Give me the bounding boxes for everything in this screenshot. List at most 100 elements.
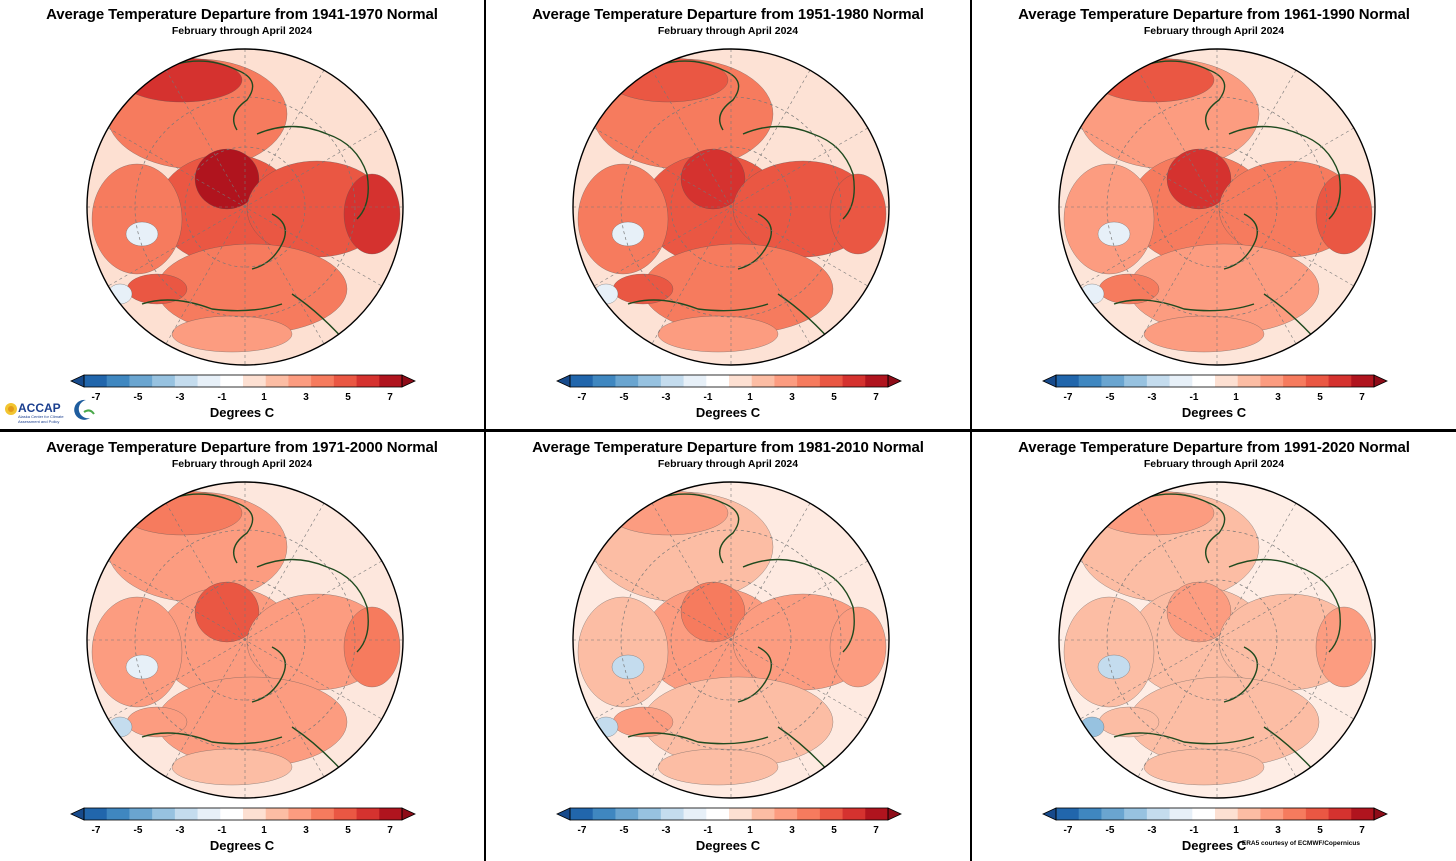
colorbar-tick: -3 [1147,825,1157,836]
coastline [141,732,283,745]
colorbar-tick: 5 [345,392,351,403]
colorbar-tick: -3 [1147,392,1157,403]
panel-subtitle: February through April 2024 [171,458,313,470]
colorbar-tick: 3 [789,825,795,836]
colorbar-segment [333,808,357,820]
meridian-line [594,127,868,287]
colorbar-segment [592,375,616,387]
colorbar-min-arrow [70,807,85,821]
colorbar-segment [152,808,176,820]
colorbar-tick: 3 [303,825,309,836]
cool-anomaly-contour [611,654,645,680]
polar-temperature-map [1058,481,1376,799]
colorbar-ticks: -7 -5 -3 -1 1 3 5 7 [70,825,416,838]
cool-anomaly-contour [1079,716,1105,738]
colorbar-segment [592,808,616,820]
colorbar-tick: -7 [577,392,587,403]
map-panel-1941-1970: Average Temperature Departure from 1941-… [0,0,484,428]
logo-name: ACCAP [18,401,61,415]
colorbar-segment [1169,375,1193,387]
colorbar-tick: 7 [1359,825,1365,836]
panel-subtitle: February through April 2024 [657,25,799,37]
colorbar-tick: 1 [747,392,753,403]
cool-anomaly-contour [1097,654,1131,680]
anomaly-contour [343,606,401,688]
anomaly-contour [577,163,669,275]
map-border [572,481,890,799]
colorbar-segment [356,808,380,820]
colorbar-min-arrow [1042,807,1057,821]
colorbar-segment [1124,375,1148,387]
colorbar-tick: -3 [175,825,185,836]
coastline [662,493,740,564]
anomaly-contour [680,148,746,210]
anomaly-contour [680,581,746,643]
colorbar-segment [84,808,108,820]
colorbar-outline [83,374,403,388]
anomaly-contour [1315,606,1373,688]
colorbar-tick: -5 [619,825,629,836]
colorbar-segment [774,808,798,820]
colorbar-segment [1146,375,1170,387]
colorbar-segment [243,808,267,820]
colorbar-tick: 5 [831,825,837,836]
coastline [737,213,772,270]
cool-anomaly-contour [1097,221,1131,247]
colorbar-segment [1283,808,1307,820]
colorbar-tick: 5 [345,825,351,836]
colorbar-segment [797,808,821,820]
colorbar-tick: -5 [1105,825,1115,836]
colorbar-min-arrow [1042,374,1057,388]
coastline [737,646,772,703]
panel-title: Average Temperature Departure from 1981-… [532,439,924,456]
coastline [176,60,254,131]
colorbar [556,374,902,388]
cool-anomaly-contour [593,283,619,305]
colorbar-segment [819,375,843,387]
colorbar-segment [1078,375,1102,387]
colorbar-segment [1215,808,1239,820]
colorbar-outline [569,807,889,821]
colorbar-segment [797,375,821,387]
colorbar-min-arrow [556,807,571,821]
colorbar-tick: -1 [703,825,713,836]
map-panel-1991-2020: Average Temperature Departure from 1991-… [972,433,1456,861]
coastline [627,299,769,312]
panel-subtitle: February through April 2024 [1143,458,1285,470]
coastline [1148,493,1226,564]
colorbar-segment [615,375,639,387]
colorbar-max-arrow [887,807,902,821]
colorbar-segment [1260,375,1284,387]
anomaly-contour [612,706,674,738]
colorbar-segment [638,808,662,820]
colorbar-segment [243,375,267,387]
anomaly-contour [829,173,887,255]
colorbar-outline [1055,374,1375,388]
cool-anomaly-contour [593,716,619,738]
accap-logo-icon [5,399,95,420]
anomaly-contour [171,315,293,353]
colorbar-tick: 5 [1317,825,1323,836]
colorbar-tick: 3 [1275,825,1281,836]
anomaly-contour [194,148,260,210]
logo-tagline: Alaska Center for Climate Assessment and… [18,414,64,424]
colorbar-segment [683,375,707,387]
colorbar-tick: 3 [303,392,309,403]
colorbar-segment [751,375,775,387]
colorbar-segment [774,375,798,387]
colorbar-tick: -3 [661,825,671,836]
anomaly-contour [126,706,188,738]
anomaly-contour [1315,173,1373,255]
meridian-line [108,127,382,287]
coastline [1223,646,1258,703]
colorbar-tick: 5 [1317,392,1323,403]
colorbar [70,374,416,388]
colorbar-segment [1351,375,1375,387]
coastline [1223,213,1258,270]
cool-anomaly-contour [107,283,133,305]
colorbar-units: Degrees C [695,838,761,853]
cool-anomaly-contour [611,221,645,247]
colorbar-tick: -1 [1189,392,1199,403]
colorbar-max-arrow [1373,374,1388,388]
anomaly-contour [126,273,188,305]
